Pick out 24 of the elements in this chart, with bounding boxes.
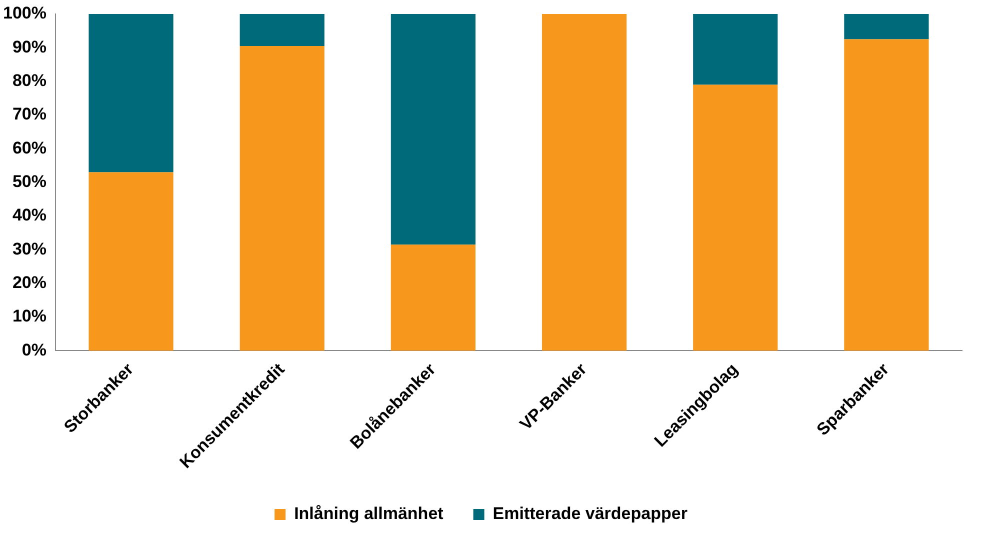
bar (88, 172, 174, 351)
bar (240, 46, 324, 351)
bar (542, 14, 627, 351)
y-tick-label: 0% (22, 340, 46, 360)
bar (693, 84, 778, 351)
y-tick-label: 60% (12, 138, 46, 158)
y-tick-label: 20% (12, 273, 46, 292)
bar (390, 244, 476, 351)
y-tick-label: 90% (12, 37, 46, 56)
bar (844, 39, 929, 351)
bar (844, 14, 929, 40)
y-tick-label: 80% (12, 71, 46, 90)
legend-label: Inlåning allmänhet (294, 504, 444, 524)
y-tick-label: 30% (12, 239, 46, 258)
y-tick-label: 50% (12, 172, 46, 192)
y-tick-label: 70% (12, 104, 46, 124)
y-tick-label: 100% (2, 4, 46, 23)
bar (240, 14, 324, 46)
bar (88, 14, 174, 172)
legend-label: Emitterade värdepapper (492, 504, 688, 524)
y-tick-label: 40% (12, 206, 46, 225)
bar (693, 14, 778, 85)
bar (390, 14, 476, 245)
y-tick-label: 10% (12, 306, 46, 326)
